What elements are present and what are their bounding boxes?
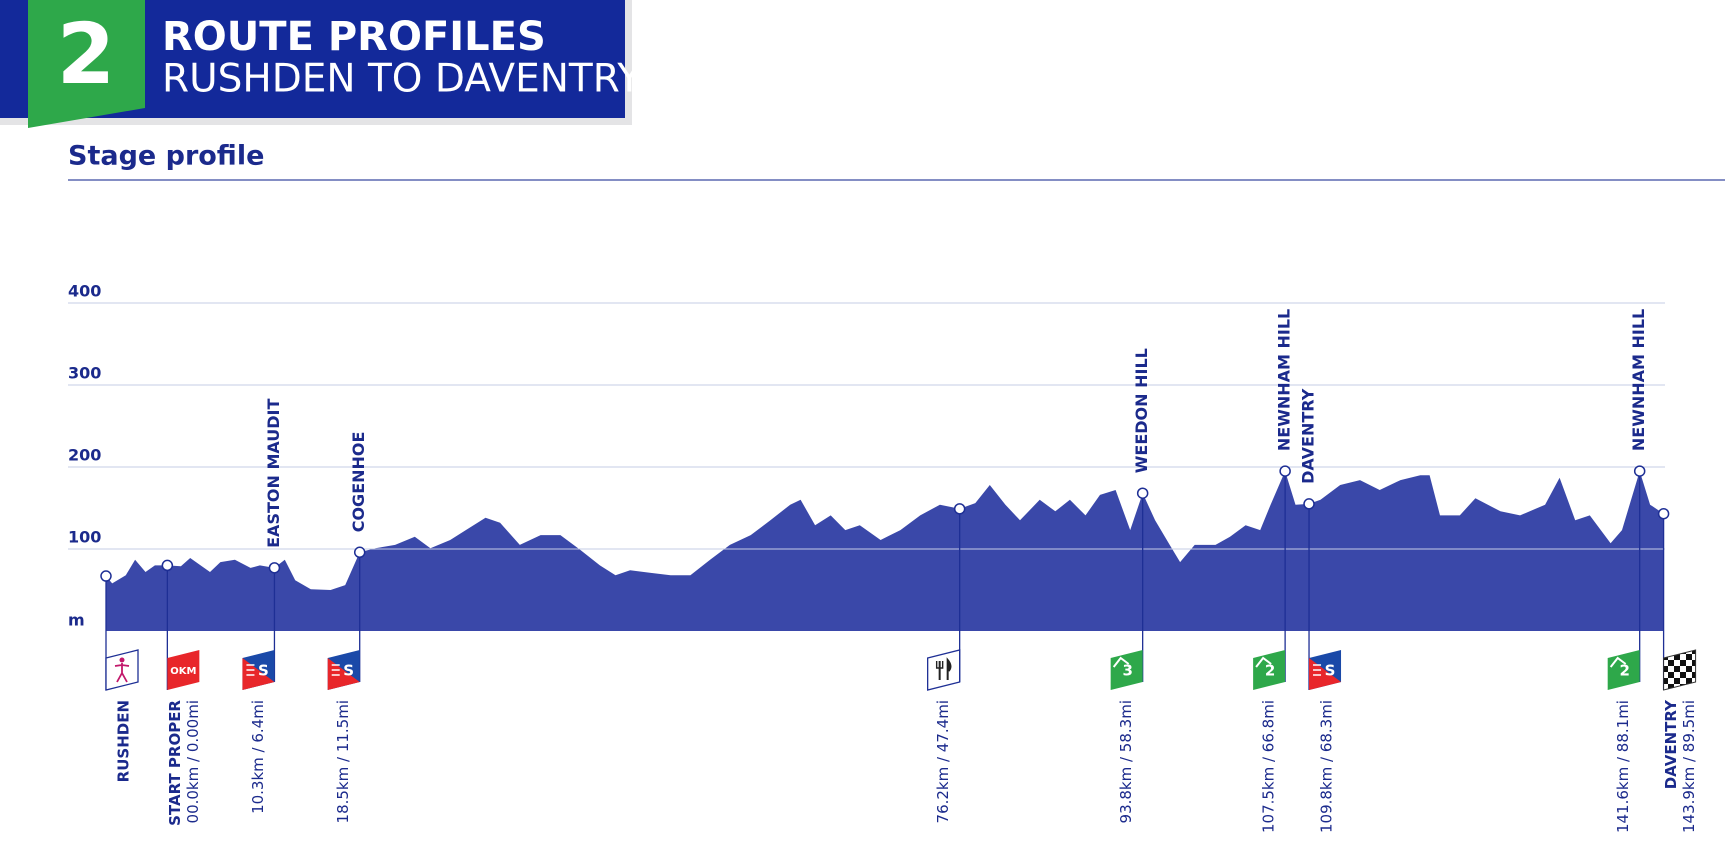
flag-text: 3 <box>1122 662 1132 680</box>
waypoint-marker <box>268 562 281 574</box>
flag-text: S <box>258 662 269 680</box>
waypoint-flag <box>1663 649 1697 691</box>
waypoint-marker <box>100 570 112 582</box>
distance-label: 143.9km / 89.5mi <box>1680 700 1698 833</box>
mountain <box>1255 656 1272 668</box>
flag-text: OKM <box>170 666 196 677</box>
place-label: RUSHDEN <box>115 700 133 782</box>
flag-red <box>242 658 275 690</box>
y-tick-label: 200 <box>68 446 101 465</box>
rider-head <box>119 657 125 663</box>
fork-tines <box>935 661 944 669</box>
waypoint-flag <box>105 649 139 691</box>
distance-label: 93.8km / 58.3mi <box>1117 700 1135 823</box>
y-tick-label: 100 <box>68 528 101 547</box>
rider-body <box>114 663 130 683</box>
flag-text: 2 <box>1265 662 1275 680</box>
climb-label: EASTON MAUDIT <box>264 399 283 548</box>
distance-label: 76.2km / 47.4mi <box>934 700 952 823</box>
stage-number: 2 <box>57 5 115 103</box>
distance-label: 18.5km / 11.5mi <box>334 700 352 823</box>
waypoint-flag: 3 <box>1110 650 1143 690</box>
flag-red <box>1309 658 1342 690</box>
mountain <box>1112 656 1130 668</box>
climb-label: NEWNHAM HILL <box>1275 309 1294 451</box>
header-title: ROUTE PROFILES <box>162 14 546 60</box>
elevation-area <box>106 471 1664 631</box>
climb-label: COGENHOE <box>349 432 368 533</box>
climb-label: NEWNHAM HILL <box>1629 309 1648 451</box>
knife <box>946 657 952 680</box>
y-axis-unit: m <box>68 611 85 630</box>
distance-label: 109.8km / 68.3mi <box>1318 700 1336 833</box>
waypoint-marker <box>953 503 966 515</box>
waypoint-marker <box>1136 487 1149 499</box>
flag-white <box>927 649 961 691</box>
flag-text: 2 <box>1619 662 1629 680</box>
waypoint-flag: 2 <box>1607 650 1640 690</box>
flag-text: S <box>343 662 354 680</box>
waypoint-marker <box>1279 465 1291 477</box>
flag-text: S <box>1325 662 1336 680</box>
waypoint-marker <box>353 546 366 559</box>
climb-label: DAVENTRY <box>1299 388 1318 484</box>
waypoint-flag: S <box>242 650 275 690</box>
waypoint-marker <box>1657 507 1670 520</box>
distance-label: 107.5km / 66.8mi <box>1260 700 1278 833</box>
waypoint-flag: S <box>327 650 360 690</box>
waypoint-marker <box>1633 465 1646 477</box>
flag-red <box>327 658 360 690</box>
mountain <box>1609 656 1627 668</box>
waypoint-marker <box>161 559 174 572</box>
distance-label: 10.3km / 6.4mi <box>249 700 267 814</box>
distance-label: 141.6km / 88.1mi <box>1614 700 1632 833</box>
place-label: DAVENTRY <box>1662 699 1680 789</box>
waypoint-flag: S <box>1309 650 1342 690</box>
waypoint-flag <box>927 649 961 691</box>
flag-checker <box>1663 649 1697 691</box>
header-subtitle: RUSHDEN TO DAVENTRY <box>162 57 641 102</box>
waypoint-marker <box>1303 498 1315 510</box>
waypoint-flag: OKM <box>167 650 200 690</box>
flag-red <box>167 650 200 690</box>
y-tick-label: 300 <box>68 364 101 383</box>
y-tick-label: 400 <box>68 282 101 301</box>
waypoint-flag: 2 <box>1253 650 1286 690</box>
section-title: Stage profile <box>68 141 264 172</box>
climb-label: WEEDON HILL <box>1132 348 1151 473</box>
distance-label: 00.0km / 0.00mi <box>184 700 202 823</box>
stage-badge <box>28 0 145 128</box>
place-label: START PROPER <box>166 700 184 826</box>
